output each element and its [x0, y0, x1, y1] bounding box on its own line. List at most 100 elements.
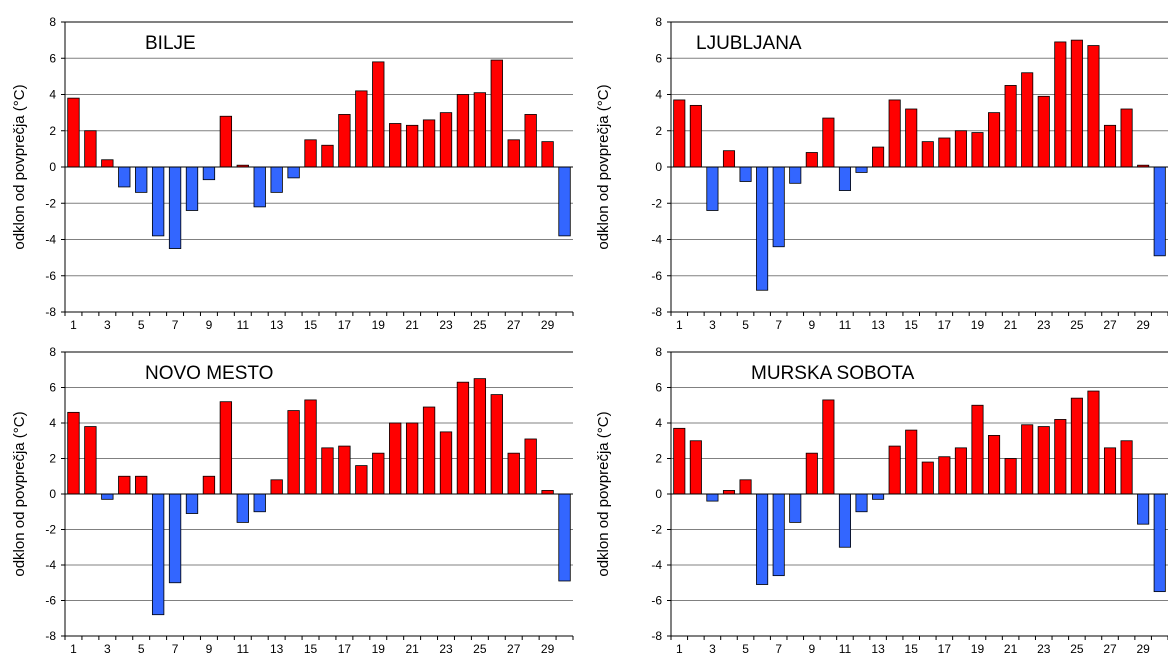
x-tick-label-ljubljana-23: 23	[1037, 318, 1051, 332]
x-tick-label-novo-mesto-23: 23	[439, 642, 453, 656]
x-tick-label-ljubljana-5: 5	[742, 318, 749, 332]
bar-bilje-day-2	[84, 130, 97, 168]
bar-ljubljana-day-25	[1070, 39, 1083, 168]
x-tick-label-bilje-11: 11	[237, 318, 250, 332]
bar-bilje-day-23	[439, 112, 453, 168]
x-tick-label-novo-mesto-9: 9	[206, 642, 213, 656]
bar-murska-sobota-day-18	[954, 447, 967, 495]
bar-novo-mesto-day-4	[118, 475, 131, 495]
x-tick-label-bilje-17: 17	[338, 318, 352, 332]
y-tick-label-novo-mesto-6: 6	[49, 381, 56, 395]
x-tick-label-novo-mesto-15: 15	[304, 642, 318, 656]
y-tick-label-bilje-4: 4	[49, 88, 56, 102]
bar-murska-sobota-day-9	[805, 452, 818, 495]
bar-ljubljana-day-19	[971, 132, 984, 168]
chart-title-ljubljana: LJUBLJANA	[696, 33, 802, 54]
y-tick-label-novo-mesto-0: 0	[49, 487, 56, 501]
x-tick-label-ljubljana-13: 13	[871, 318, 885, 332]
x-tick-label-murska-sobota-13: 13	[871, 642, 885, 656]
x-tick-label-novo-mesto-1: 1	[70, 642, 77, 656]
bar-novo-mesto-day-27	[507, 452, 520, 495]
bar-murska-sobota-day-21	[1004, 458, 1017, 495]
bar-murska-sobota-day-3	[706, 493, 719, 502]
y-tick-label-ljubljana--8: -8	[651, 305, 662, 319]
bar-ljubljana-day-4	[722, 150, 736, 168]
x-tick-label-murska-sobota-7: 7	[775, 642, 782, 656]
y-tick-label-ljubljana-8: 8	[655, 15, 662, 29]
chart-title-novo-mesto: NOVO MESTO	[145, 363, 273, 384]
bar-bilje-day-24	[456, 94, 470, 168]
y-tick-label-murska-sobota--2: -2	[651, 523, 662, 537]
x-tick-label-novo-mesto-13: 13	[270, 642, 284, 656]
bar-murska-sobota-day-19	[971, 404, 984, 495]
x-tick-label-murska-sobota-3: 3	[709, 642, 716, 656]
bar-bilje-day-29	[541, 141, 554, 168]
bar-bilje-day-19	[372, 61, 385, 168]
x-tick-label-ljubljana-3: 3	[709, 318, 716, 332]
bar-ljubljana-day-9	[805, 152, 818, 168]
bar-ljubljana-day-26	[1087, 45, 1100, 168]
y-tick-label-murska-sobota-0: 0	[655, 487, 662, 501]
x-tick-label-novo-mesto-11: 11	[237, 642, 250, 656]
x-tick-label-ljubljana-29: 29	[1136, 318, 1150, 332]
bar-novo-mesto-day-19	[372, 452, 385, 495]
x-tick-label-novo-mesto-21: 21	[405, 642, 419, 656]
bar-bilje-day-8	[185, 166, 199, 211]
bar-novo-mesto-day-7	[168, 493, 182, 584]
bar-bilje-day-15	[304, 139, 317, 168]
y-tick-label-bilje-8: 8	[49, 15, 56, 29]
bar-ljubljana-day-18	[954, 130, 967, 168]
bar-novo-mesto-day-10	[219, 401, 233, 495]
y-axis-label-bilje: odklon od povprečja (°C)	[11, 84, 28, 249]
bar-novo-mesto-day-9	[202, 475, 216, 495]
x-tick-label-murska-sobota-19: 19	[971, 642, 985, 656]
x-tick-label-ljubljana-27: 27	[1103, 318, 1117, 332]
x-tick-label-bilje-5: 5	[138, 318, 145, 332]
x-tick-label-novo-mesto-7: 7	[172, 642, 179, 656]
x-tick-label-murska-sobota-21: 21	[1004, 642, 1018, 656]
x-tick-label-bilje-23: 23	[439, 318, 453, 332]
y-tick-label-novo-mesto--2: -2	[45, 523, 56, 537]
y-tick-label-novo-mesto--6: -6	[45, 594, 56, 608]
chart-panel-bilje: -8 -6 -4 -2 0 2 4 6 8 1 3 5 7 9 11 13 15 17 19 21 23 25 27 29 od…	[0, 0, 584, 332]
bar-murska-sobota-day-24	[1054, 419, 1067, 495]
bar-ljubljana-day-5	[739, 166, 752, 182]
bar-murska-sobota-day-10	[822, 399, 835, 495]
x-tick-label-bilje-15: 15	[304, 318, 318, 332]
y-axis-label-murska-sobota: odklon od povprečja (°C)	[595, 411, 612, 576]
x-tick-label-bilje-29: 29	[541, 318, 555, 332]
bar-novo-mesto-day-3	[101, 493, 114, 500]
y-tick-label-ljubljana-0: 0	[655, 160, 662, 174]
bar-ljubljana-day-21	[1004, 85, 1017, 168]
bar-ljubljana-day-17	[938, 137, 951, 168]
y-tick-label-murska-sobota-2: 2	[655, 452, 662, 466]
x-tick-label-novo-mesto-3: 3	[104, 642, 111, 656]
x-tick-label-bilje-3: 3	[104, 318, 111, 332]
bar-murska-sobota-day-11	[838, 493, 851, 548]
bar-bilje-day-1	[67, 97, 80, 168]
x-tick-label-bilje-25: 25	[473, 318, 487, 332]
bar-ljubljana-day-7	[772, 166, 785, 248]
bar-bilje-day-14	[287, 166, 300, 179]
bar-novo-mesto-day-5	[135, 475, 148, 495]
bar-murska-sobota-day-22	[1021, 424, 1034, 495]
bar-novo-mesto-day-2	[84, 426, 97, 495]
bar-bilje-day-20	[389, 123, 402, 168]
bar-novo-mesto-day-23	[439, 431, 453, 495]
chart-title-murska-sobota: MURSKA SOBOTA	[751, 363, 915, 384]
bar-novo-mesto-day-14	[287, 410, 300, 495]
y-tick-label-novo-mesto-2: 2	[49, 452, 56, 466]
y-tick-label-novo-mesto-4: 4	[49, 416, 56, 430]
x-tick-label-ljubljana-19: 19	[971, 318, 985, 332]
x-tick-label-novo-mesto-5: 5	[138, 642, 145, 656]
y-tick-label-novo-mesto--8: -8	[45, 629, 56, 643]
x-tick-label-murska-sobota-1: 1	[676, 642, 683, 656]
bar-bilje-day-13	[270, 166, 283, 193]
x-tick-label-ljubljana-25: 25	[1070, 318, 1084, 332]
bar-ljubljana-day-13	[872, 146, 885, 168]
bar-ljubljana-day-20	[988, 112, 1001, 168]
bar-novo-mesto-day-26	[490, 394, 503, 495]
bar-ljubljana-day-2	[689, 104, 702, 168]
bar-bilje-day-16	[321, 144, 334, 168]
